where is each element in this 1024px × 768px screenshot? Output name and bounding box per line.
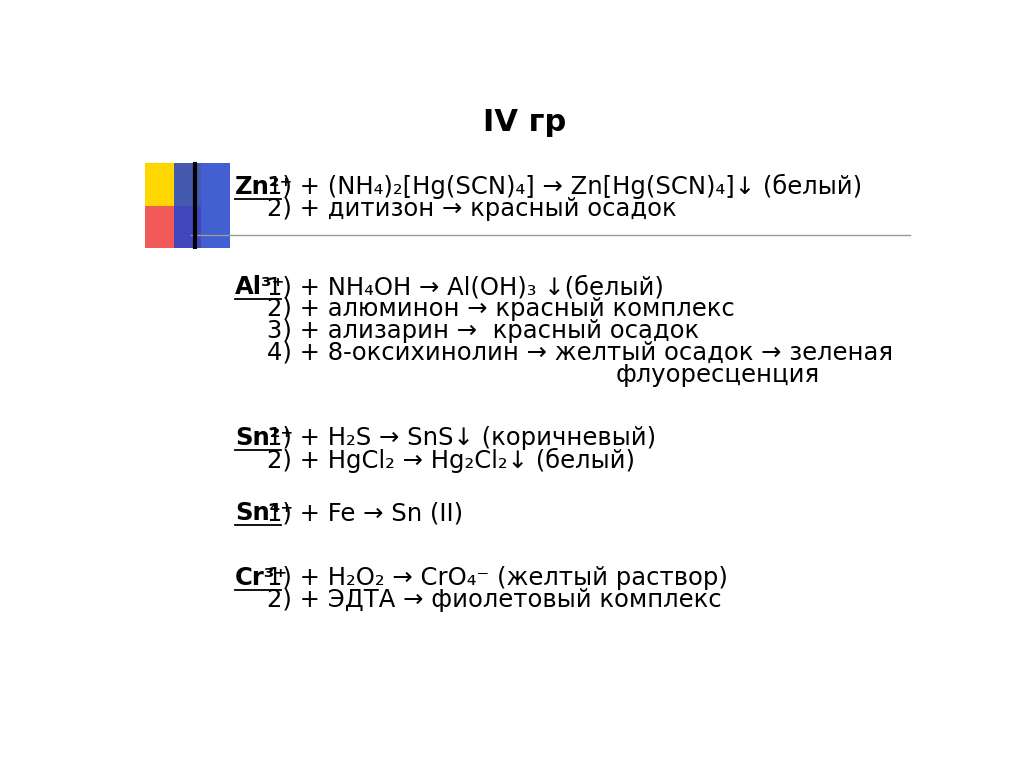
Text: Al³⁺: Al³⁺ (236, 275, 286, 300)
Bar (174, 206, 229, 248)
Text: 1) + (NH₄)₂[Hg(SCN)₄] → Zn[Hg(SCN)₄]↓ (белый): 1) + (NH₄)₂[Hg(SCN)₄] → Zn[Hg(SCN)₄]↓ (б… (267, 174, 862, 200)
Text: 2) + ЭДТА → фиолетовый комплекс: 2) + ЭДТА → фиолетовый комплекс (267, 588, 722, 612)
Text: 3) + ализарин →  красный осадок: 3) + ализарин → красный осадок (267, 319, 699, 343)
Text: 1) + NH₄OH → Al(OH)₃ ↓(белый): 1) + NH₄OH → Al(OH)₃ ↓(белый) (267, 275, 664, 300)
Text: Cr³⁺: Cr³⁺ (236, 566, 289, 591)
Text: 1) + H₂O₂ → CrO₄⁻ (желтый раствор): 1) + H₂O₂ → CrO₄⁻ (желтый раствор) (267, 566, 728, 591)
Text: 1) + H₂S → SnS↓ (коричневый): 1) + H₂S → SnS↓ (коричневый) (267, 426, 656, 450)
Text: 2) + дитизон → красный осадок: 2) + дитизон → красный осадок (267, 197, 677, 220)
Bar (145, 206, 201, 248)
Bar (145, 163, 201, 206)
Text: Zn²⁺: Zn²⁺ (236, 175, 294, 199)
Text: Sn²⁺: Sn²⁺ (236, 426, 293, 450)
Text: 2) + HgCl₂ → Hg₂Cl₂↓ (белый): 2) + HgCl₂ → Hg₂Cl₂↓ (белый) (267, 448, 635, 472)
Text: флуоресценция: флуоресценция (616, 362, 820, 387)
Bar (174, 163, 229, 206)
Text: 2) + алюминон → красный комплекс: 2) + алюминон → красный комплекс (267, 297, 734, 321)
Text: IV гр: IV гр (483, 108, 566, 137)
Text: Sn⁴⁺: Sn⁴⁺ (236, 502, 293, 525)
Text: 1) + Fe → Sn (II): 1) + Fe → Sn (II) (267, 502, 463, 525)
Text: 4) + 8-оксихинолин → желтый осадок → зеленая: 4) + 8-оксихинолин → желтый осадок → зел… (267, 341, 893, 365)
